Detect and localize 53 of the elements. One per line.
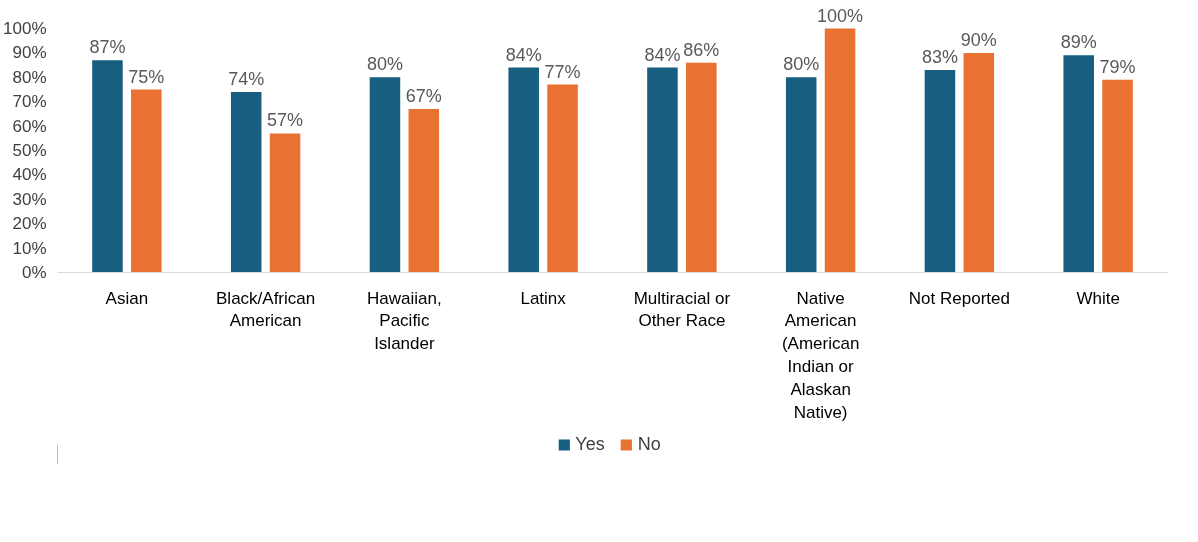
data-label: 80% xyxy=(366,54,403,75)
bar xyxy=(408,109,440,273)
x-tick-label: White xyxy=(1076,288,1120,308)
data-label: 87% xyxy=(89,37,126,58)
bar xyxy=(686,62,717,273)
y-tick-label: 80% xyxy=(12,67,47,87)
y-tick-label: 40% xyxy=(12,165,47,185)
data-label: 67% xyxy=(405,86,442,107)
bar xyxy=(369,77,401,273)
data-label: 83% xyxy=(921,46,958,67)
bar xyxy=(785,77,817,273)
x-tick-label: Native American (American Indian or Alaskan Native) xyxy=(781,288,860,422)
x-tick-label: Hawaiian, Pacific Islander xyxy=(367,288,442,354)
bar xyxy=(547,84,578,273)
x-tick-label: Black/African American xyxy=(216,288,316,331)
y-tick-label: 90% xyxy=(12,43,47,63)
data-label: 86% xyxy=(683,39,720,60)
data-label: 77% xyxy=(544,61,581,82)
y-tick-label: 50% xyxy=(12,141,47,160)
x-tick-label: Asian xyxy=(105,288,149,308)
bar xyxy=(647,67,678,273)
bar xyxy=(963,52,995,273)
x-tick-label: Multiracial or Other Race xyxy=(633,288,731,331)
data-label: 79% xyxy=(1099,56,1136,77)
bar xyxy=(824,28,856,273)
data-label: 100% xyxy=(817,5,864,26)
data-label: 57% xyxy=(267,110,304,131)
bar xyxy=(269,133,301,273)
data-label: 90% xyxy=(960,29,997,50)
y-tick-label: 60% xyxy=(12,116,47,136)
x-tick-label: Latinx xyxy=(520,288,567,308)
data-label: 84% xyxy=(644,44,681,65)
y-tick-label: 30% xyxy=(12,189,47,209)
bar xyxy=(230,91,262,273)
bar xyxy=(1063,55,1094,273)
bar xyxy=(508,67,539,273)
y-tick-label: 100% xyxy=(3,19,47,38)
legend-label: No xyxy=(637,433,661,455)
data-label: 74% xyxy=(228,68,265,89)
data-label: 84% xyxy=(505,44,542,65)
bar xyxy=(131,89,162,273)
x-tick-label: Not Reported xyxy=(908,288,1010,308)
bar xyxy=(924,69,956,273)
data-label: 80% xyxy=(783,54,820,75)
y-tick-label: 10% xyxy=(12,238,47,258)
y-tick-label: 70% xyxy=(12,92,47,112)
y-tick-label: 20% xyxy=(12,214,47,234)
y-tick-label: 0% xyxy=(21,263,47,282)
data-label: 75% xyxy=(128,66,165,87)
bar xyxy=(92,60,123,273)
bar xyxy=(1102,79,1133,273)
data-label: 89% xyxy=(1060,32,1097,53)
legend-label: Yes xyxy=(575,433,605,455)
